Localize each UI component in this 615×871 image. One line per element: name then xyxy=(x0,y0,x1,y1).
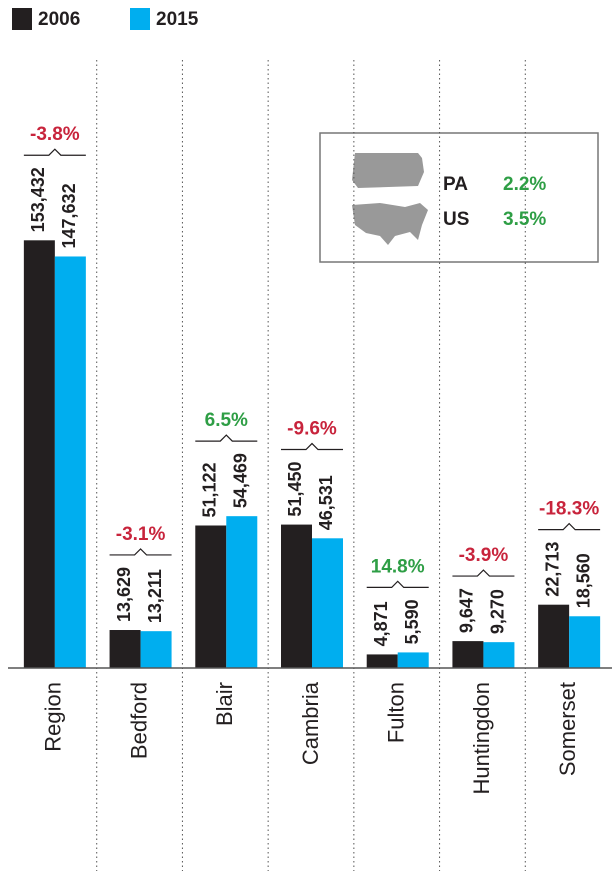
value-label: 5,590 xyxy=(402,599,422,644)
bar xyxy=(140,631,172,668)
change-label: -3.9% xyxy=(459,545,509,566)
bar xyxy=(109,630,141,668)
x-tick-label: Fulton xyxy=(384,682,409,743)
bar xyxy=(281,524,312,668)
value-label: 9,647 xyxy=(457,588,477,633)
bar xyxy=(397,652,429,668)
change-label: -18.3% xyxy=(539,499,599,520)
inset-box xyxy=(319,132,599,263)
value-label: 153,432 xyxy=(28,167,48,232)
value-label: 18,560 xyxy=(573,553,593,608)
value-label: 22,713 xyxy=(542,542,562,597)
bar xyxy=(538,604,570,668)
legend-label: 2006 xyxy=(38,9,80,30)
x-tick-label: Huntingdon xyxy=(469,682,494,795)
inset-value: 3.5% xyxy=(503,209,546,230)
change-label: -3.1% xyxy=(116,524,166,545)
bracket xyxy=(195,434,258,442)
legend-swatch xyxy=(12,8,32,30)
bar xyxy=(569,616,601,668)
change-label: 6.5% xyxy=(205,410,248,431)
bracket xyxy=(281,442,343,451)
inset-name: US xyxy=(443,209,469,230)
x-tick-label: Blair xyxy=(212,682,237,726)
inset-name: PA xyxy=(443,174,468,195)
us-map xyxy=(352,203,428,245)
bracket xyxy=(452,569,515,577)
bar xyxy=(226,516,258,668)
x-tick-label: Region xyxy=(41,682,66,752)
change-label: 14.8% xyxy=(371,556,425,577)
value-label: 9,270 xyxy=(488,589,508,634)
value-label: 13,629 xyxy=(114,567,134,622)
legend-swatch xyxy=(130,8,150,30)
value-label: 4,871 xyxy=(371,601,391,646)
bar xyxy=(452,641,484,668)
bar xyxy=(483,642,515,668)
bar xyxy=(312,538,343,668)
value-label: 147,632 xyxy=(59,183,79,248)
x-tick-label: Somerset xyxy=(555,682,580,776)
bar xyxy=(195,525,227,668)
bar xyxy=(23,240,55,669)
value-label: 51,122 xyxy=(200,462,220,517)
bar xyxy=(54,256,86,668)
x-tick-label: Cambria xyxy=(298,681,323,765)
bracket xyxy=(538,522,601,531)
x-tick-label: Bedford xyxy=(126,682,151,759)
value-label: 46,531 xyxy=(316,475,336,530)
bracket xyxy=(109,548,172,556)
value-label: 54,469 xyxy=(231,453,251,508)
bar xyxy=(366,654,398,668)
bracket xyxy=(366,580,429,588)
legend-label: 2015 xyxy=(156,9,199,30)
value-label: 13,211 xyxy=(145,569,165,623)
change-label: -9.6% xyxy=(287,419,337,440)
change-label: -3.8% xyxy=(30,124,80,145)
value-label: 51,450 xyxy=(285,462,305,517)
pa-map xyxy=(352,153,424,188)
inset-value: 2.2% xyxy=(503,174,546,195)
bracket xyxy=(23,148,86,156)
